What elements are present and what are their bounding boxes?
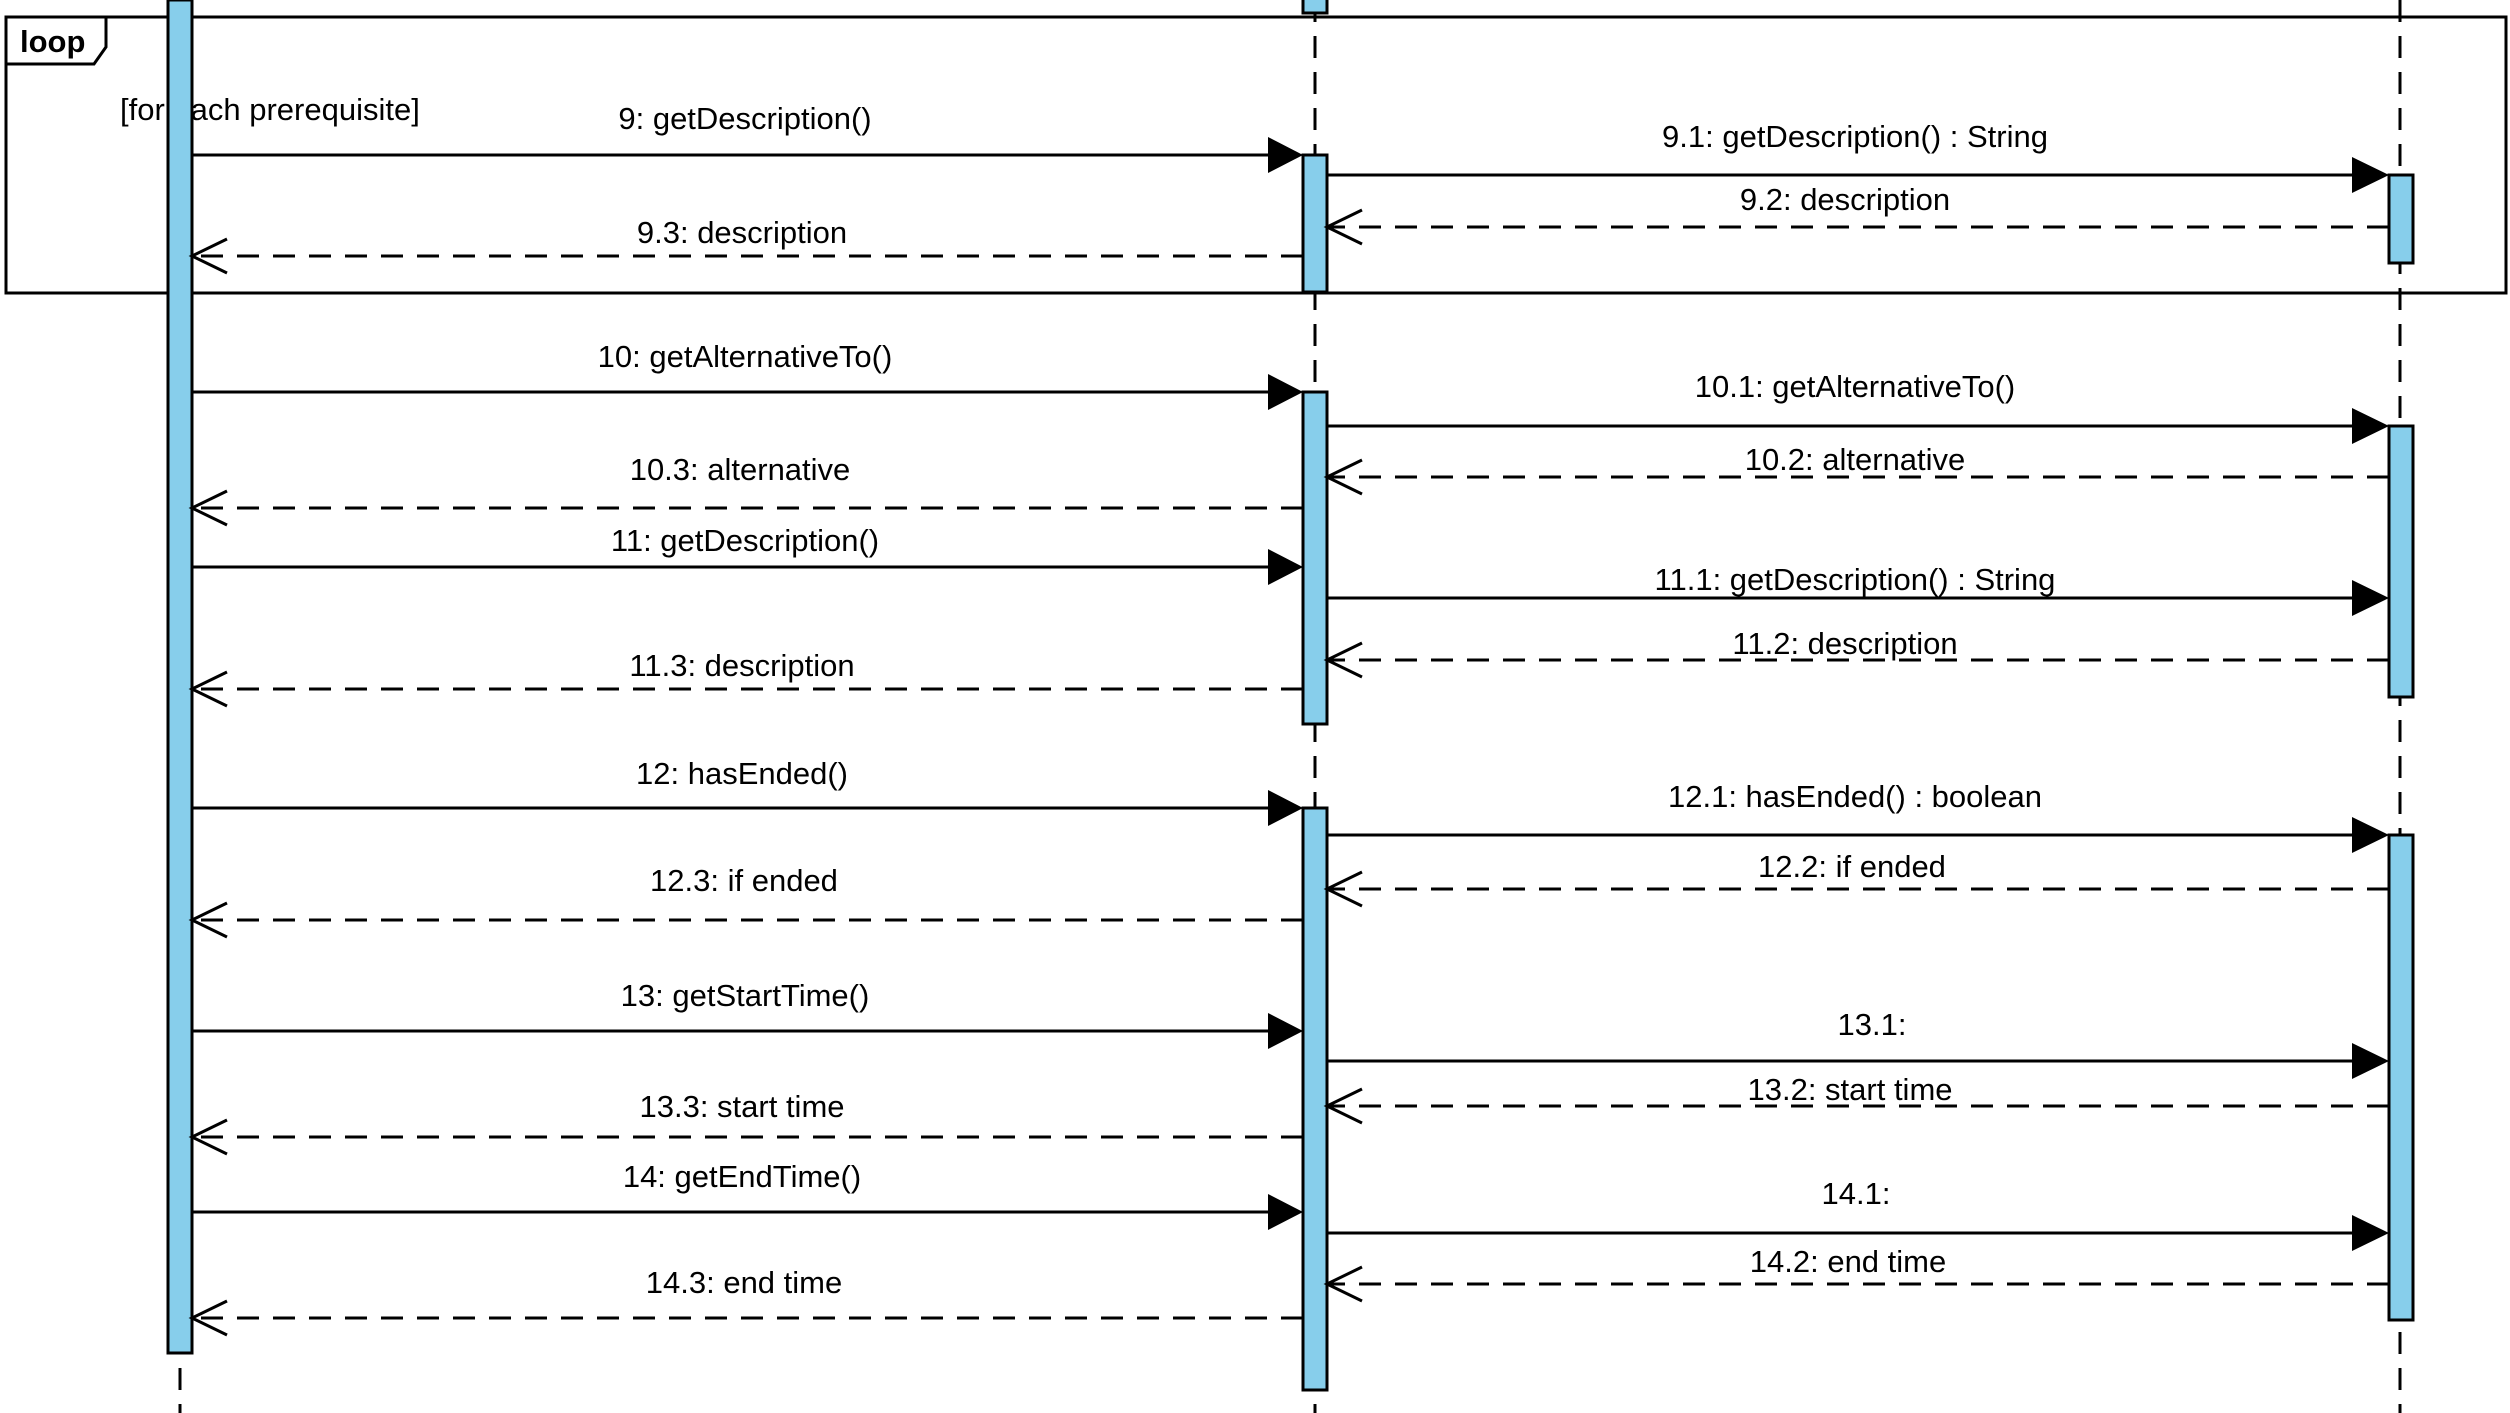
message-return: 9.3: description	[188, 215, 1303, 275]
message-return: 13.2: start time	[1323, 1072, 2389, 1125]
message-call: 9.1: getDescription() : String	[1327, 119, 2389, 193]
message-label: 14.1:	[1822, 1176, 1891, 1211]
message-call: 10: getAlternativeTo()	[192, 339, 1303, 410]
message-return: 12.2: if ended	[1323, 849, 2389, 908]
loop-operator: loop	[20, 24, 85, 59]
message-label: 13.1:	[1838, 1007, 1907, 1042]
message-label: 12.1: hasEnded() : boolean	[1668, 779, 2042, 814]
message-return: 14.3: end time	[188, 1265, 1303, 1337]
message-call: 11: getDescription()	[192, 523, 1303, 585]
message-label: 13: getStartTime()	[621, 978, 870, 1013]
message-label: 14: getEndTime()	[623, 1159, 861, 1194]
message-call: 13.1:	[1327, 1007, 2389, 1079]
activation-bar-2a	[1301, 153, 1329, 294]
message-label: 9.2: description	[1740, 182, 1950, 217]
activation-bar-3a	[2387, 173, 2415, 265]
message-return: 9.2: description	[1323, 182, 2389, 246]
message-return: 13.3: start time	[188, 1089, 1303, 1156]
activation-bar-3b	[2387, 424, 2415, 699]
message-call: 13: getStartTime()	[192, 978, 1303, 1049]
message-label: 14.3: end time	[646, 1265, 842, 1300]
activation-bar-2b	[1301, 390, 1329, 726]
message-label: 9: getDescription()	[618, 101, 871, 136]
message-label: 11.2: description	[1732, 626, 1957, 661]
activation-bar-2-top	[1301, 0, 1329, 15]
message-return: 14.2: end time	[1323, 1244, 2389, 1303]
message-call: 12: hasEnded()	[192, 756, 1303, 826]
message-label: 11: getDescription()	[611, 523, 879, 558]
activation-bar-1	[166, 0, 194, 1355]
loop-guard: [for each prerequisite]	[120, 92, 420, 127]
message-call: 12.1: hasEnded() : boolean	[1327, 779, 2389, 853]
message-label: 9.1: getDescription() : String	[1662, 119, 2048, 154]
message-label: 10: getAlternativeTo()	[598, 339, 893, 374]
message-call: 9: getDescription()	[192, 101, 1303, 173]
message-call: 11.1: getDescription() : String	[1327, 562, 2389, 616]
message-label: 10.3: alternative	[630, 452, 851, 487]
message-return: 10.2: alternative	[1323, 442, 2389, 496]
message-label: 10.1: getAlternativeTo()	[1695, 369, 2016, 404]
message-return: 11.3: description	[188, 648, 1303, 708]
message-call: 14.1:	[1327, 1176, 2389, 1251]
message-call: 10.1: getAlternativeTo()	[1327, 369, 2389, 444]
message-label: 11.1: getDescription() : String	[1655, 562, 2056, 597]
message-return: 10.3: alternative	[188, 452, 1303, 527]
message-label: 9.3: description	[637, 215, 847, 250]
message-label: 11.3: description	[629, 648, 854, 683]
message-label: 12.3: if ended	[650, 863, 838, 898]
message-return: 11.2: description	[1323, 626, 2389, 679]
message-return: 12.3: if ended	[188, 863, 1303, 939]
message-label: 10.2: alternative	[1745, 442, 1966, 477]
message-label: 12: hasEnded()	[636, 756, 848, 791]
activation-bar-3c	[2387, 833, 2415, 1322]
activation-bar-2c	[1301, 806, 1329, 1392]
message-label: 14.2: end time	[1750, 1244, 1946, 1279]
message-label: 12.2: if ended	[1758, 849, 1946, 884]
message-call: 14: getEndTime()	[192, 1159, 1303, 1230]
message-label: 13.2: start time	[1747, 1072, 1952, 1107]
message-label: 13.3: start time	[639, 1089, 844, 1124]
